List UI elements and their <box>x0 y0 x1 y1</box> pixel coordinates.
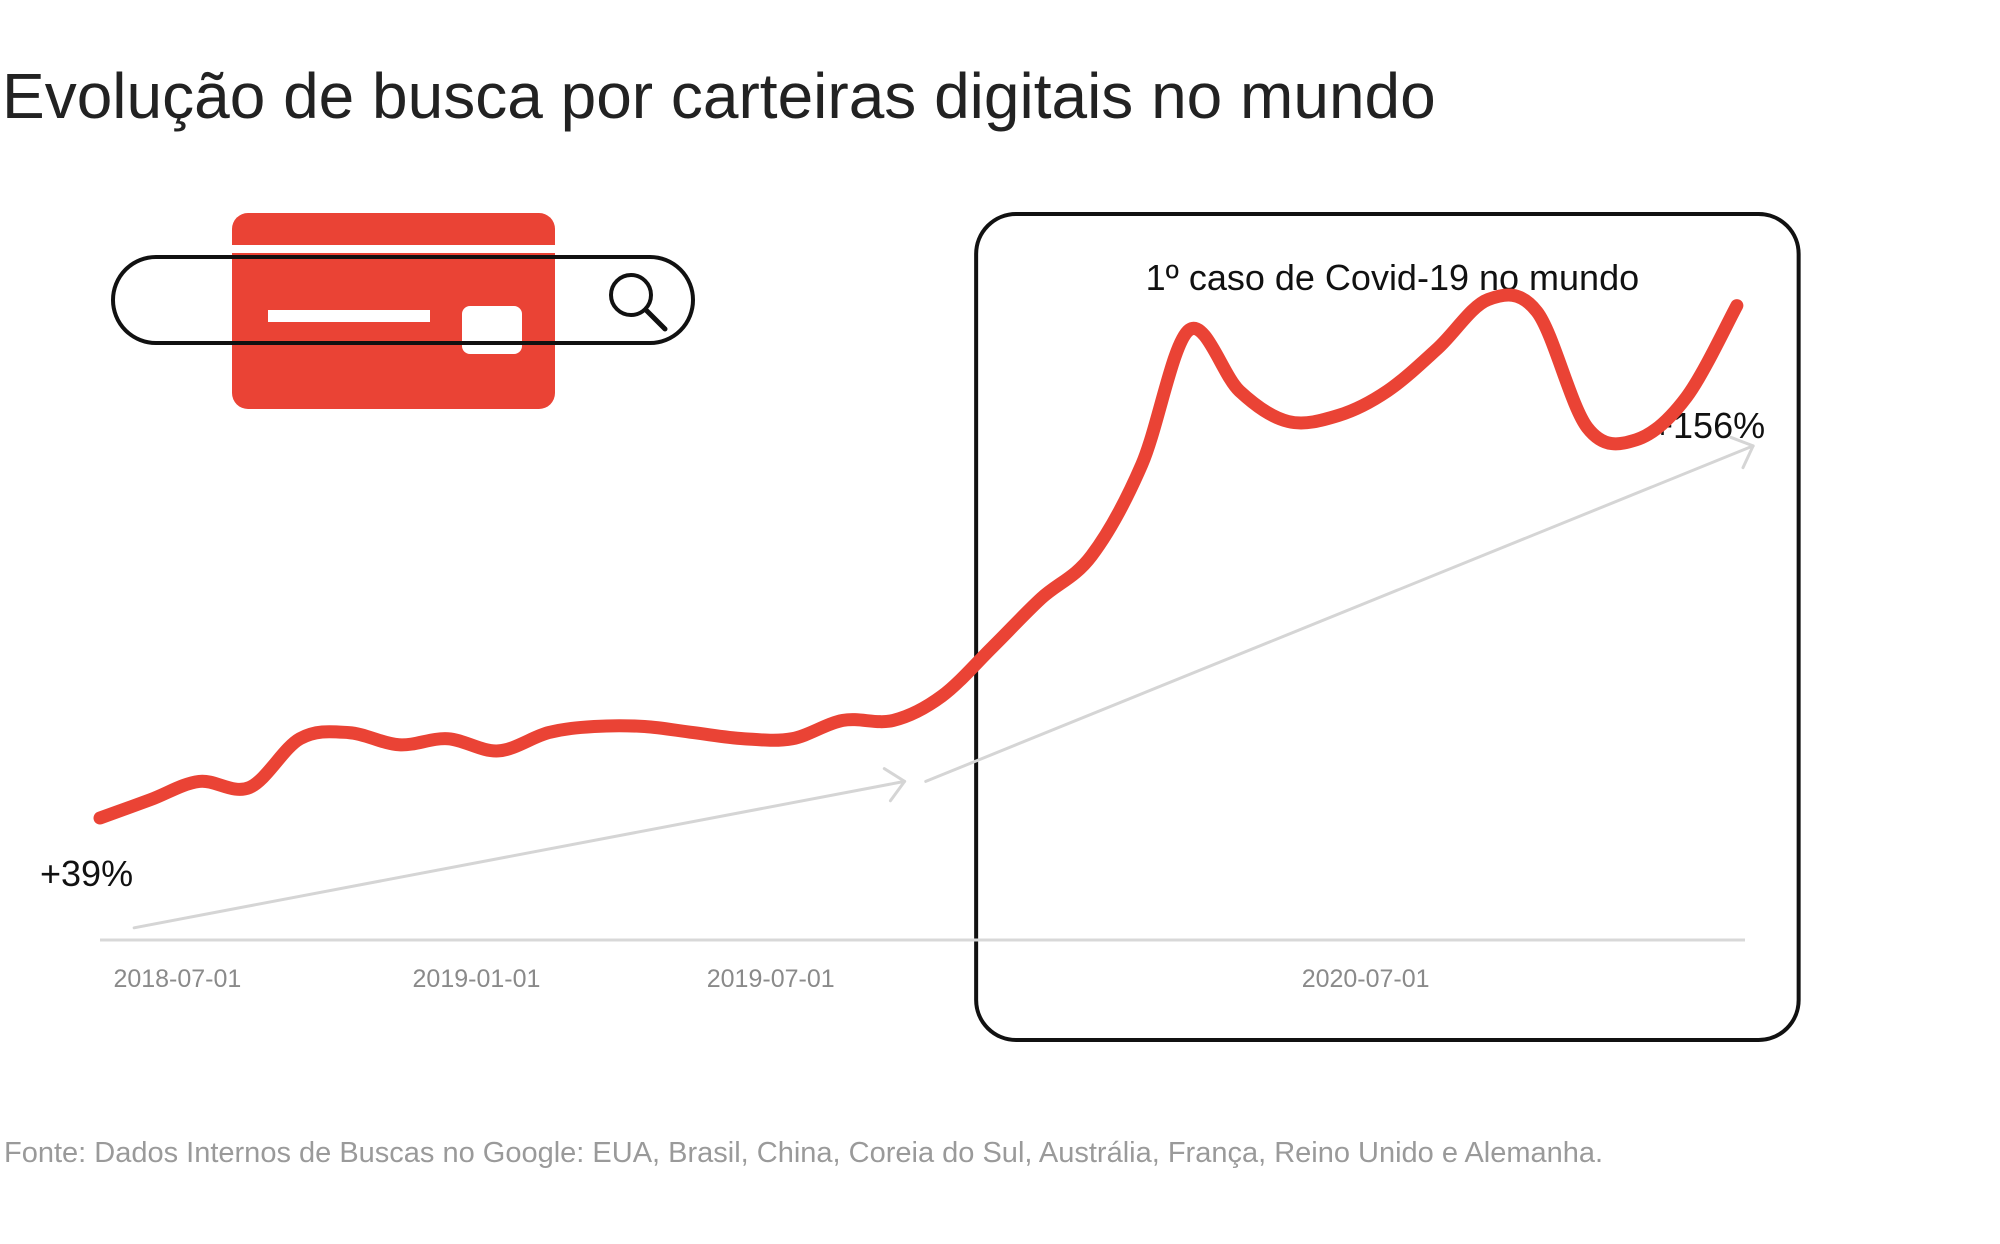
highlight-region <box>974 212 1801 1042</box>
covid-highlight-box: 1º caso de Covid-19 no mundo <box>974 212 1801 1042</box>
credit-card-icon <box>232 213 555 409</box>
trend-arrow: +39% <box>40 767 907 930</box>
trend-arrowhead <box>882 767 907 803</box>
series-line <box>93 288 1744 825</box>
x-tick-label: 2019-01-01 <box>413 965 541 993</box>
chart-title: Evolução de busca por carteiras digitais… <box>2 60 1436 132</box>
highlight-label: 1º caso de Covid-19 no mundo <box>1146 257 1639 298</box>
search-bar-icon <box>111 255 695 345</box>
trend-arrows: +39%+156% <box>40 405 1765 930</box>
source-note: Fonte: Dados Internos de Buscas no Googl… <box>4 1137 1603 1169</box>
trend-arrowhead <box>1729 435 1755 470</box>
trend-label: +39% <box>40 853 133 894</box>
x-tick-label: 2020-07-01 <box>1302 965 1430 993</box>
series-group <box>93 288 1744 825</box>
x-axis-ticks: 2018-07-01 2019-01-01 2019-07-01 2020-07-01 <box>113 965 1429 993</box>
x-tick-label: 2019-07-01 <box>707 965 835 993</box>
x-tick-label: 2018-07-01 <box>113 965 241 993</box>
trend-line <box>924 444 1755 783</box>
trend-line <box>132 779 907 930</box>
magnifier-icon <box>609 273 668 332</box>
credit-card-illustration <box>111 213 695 409</box>
